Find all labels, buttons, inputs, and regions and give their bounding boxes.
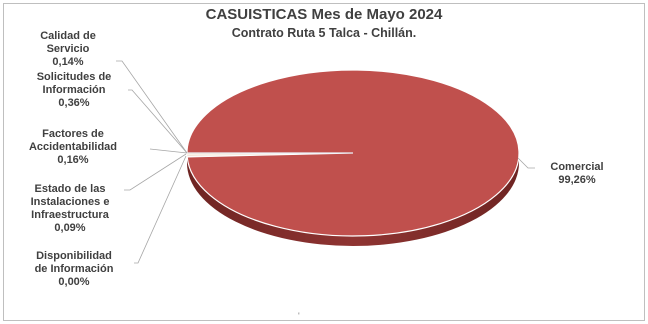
label-estado-instalaciones: Estado de las Instalaciones e Infraestru… — [30, 183, 110, 234]
label-factores-accidentabilidad: Factores de Accidentabilidad 0,16% — [28, 128, 118, 166]
leader-factores-accidentabilidad — [149, 148, 188, 154]
chart-subtitle: Contrato Ruta 5 Talca - Chillán. — [231, 26, 417, 40]
label-comercial: Comercial 99,26% — [550, 161, 604, 186]
leader-comercial — [517, 157, 535, 169]
chart-title: CASUISTICAS Mes de Mayo 2024 — [205, 6, 443, 23]
leader-disponibilidad-informacion — [134, 155, 187, 264]
label-calidad-servicio: Calidad de Servicio 0,14% — [40, 30, 96, 68]
label-solicitudes-informacion: Solicitudes de Información 0,36% — [36, 71, 112, 109]
label-disponibilidad-informacion: Disponibilidad de Información 0,00% — [34, 250, 114, 288]
leader-estado-instalaciones — [124, 153, 187, 191]
leader-calidad-servicio — [116, 60, 188, 154]
leader-solicitudes-informacion — [128, 89, 188, 154]
footer-mark: ' — [298, 311, 300, 321]
